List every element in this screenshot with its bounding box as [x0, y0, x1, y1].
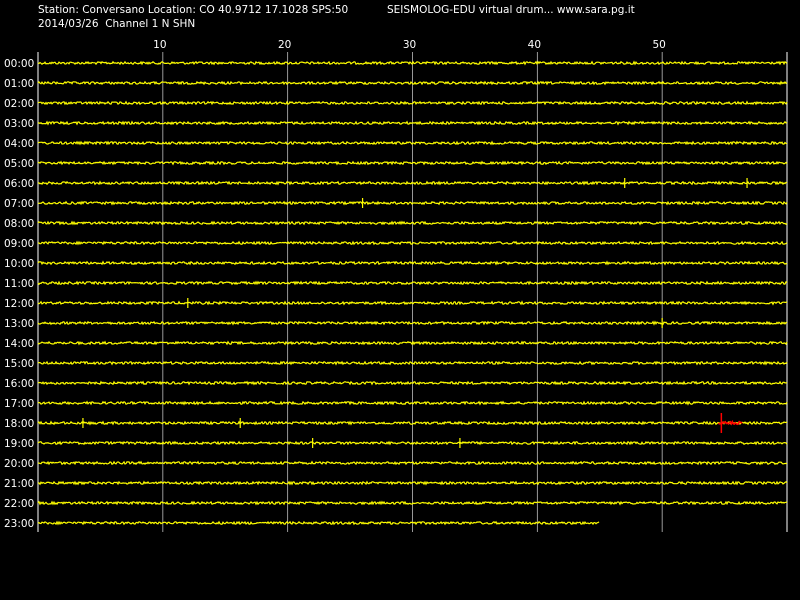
hour-label-0100: 01:00: [4, 78, 34, 90]
hour-label-1600: 16:00: [4, 378, 34, 390]
hour-label-0600: 06:00: [4, 178, 34, 190]
hour-label-0800: 08:00: [4, 218, 34, 230]
minute-tick-label-40: 40: [528, 39, 541, 51]
trace-row-0300: [37, 120, 788, 126]
hour-label-1100: 11:00: [4, 278, 34, 290]
trace-row-2200: [37, 500, 788, 506]
trace-row-1500: [37, 360, 788, 366]
hour-label-2300: 23:00: [4, 518, 34, 530]
hour-label-0000: 00:00: [4, 58, 34, 70]
hour-label-0700: 07:00: [4, 198, 34, 210]
trace-row-1100: [37, 280, 788, 286]
brand-info: SEISMOLOG-EDU virtual drum... www.sara.p…: [387, 4, 635, 16]
trace-row-1000: [37, 260, 788, 266]
trace-row-0600: [37, 180, 788, 186]
minute-tick-label-20: 20: [278, 39, 291, 51]
trace-row-1400: [37, 340, 788, 346]
trace-row-0800: [37, 220, 788, 226]
hour-label-2000: 20:00: [4, 458, 34, 470]
trace-row-2100: [37, 480, 788, 486]
hour-label-2200: 22:00: [4, 498, 34, 510]
trace-row-1800: [37, 420, 788, 426]
hour-label-0900: 09:00: [4, 238, 34, 250]
trace-row-0400: [37, 140, 788, 146]
hour-label-0500: 05:00: [4, 158, 34, 170]
minute-tick-label-50: 50: [652, 39, 665, 51]
trace-row-0700: [37, 200, 788, 206]
station-info: Station: Conversano Location: CO 40.9712…: [38, 4, 349, 16]
trace-row-1900: [37, 440, 788, 446]
event-trace: [717, 419, 743, 426]
trace-row-0100: [37, 80, 788, 86]
hour-label-1300: 13:00: [4, 318, 34, 330]
hour-label-0300: 03:00: [4, 118, 34, 130]
trace-row-2000: [37, 460, 788, 466]
hour-label-1200: 12:00: [4, 298, 34, 310]
hour-label-2100: 21:00: [4, 478, 34, 490]
trace-row-0000: [37, 60, 788, 66]
minute-tick-label-30: 30: [403, 39, 416, 51]
hour-label-0400: 04:00: [4, 138, 34, 150]
date-channel-info: 2014/03/26 Channel 1 N SHN: [38, 18, 196, 30]
minute-tick-label-10: 10: [153, 39, 166, 51]
trace-row-1200: [37, 300, 788, 306]
hour-label-1900: 19:00: [4, 438, 34, 450]
hour-label-0200: 02:00: [4, 98, 34, 110]
trace-row-1600: [37, 380, 788, 386]
hour-label-1400: 14:00: [4, 338, 34, 350]
trace-row-1700: [37, 400, 788, 406]
hour-label-1000: 10:00: [4, 258, 34, 270]
hour-label-1800: 18:00: [4, 418, 34, 430]
hour-label-1500: 15:00: [4, 358, 34, 370]
trace-row-0200: [37, 100, 788, 106]
trace-row-2300: [37, 520, 600, 526]
trace-row-0500: [37, 160, 788, 166]
trace-row-0900: [38, 240, 788, 246]
hour-label-1700: 17:00: [4, 398, 34, 410]
